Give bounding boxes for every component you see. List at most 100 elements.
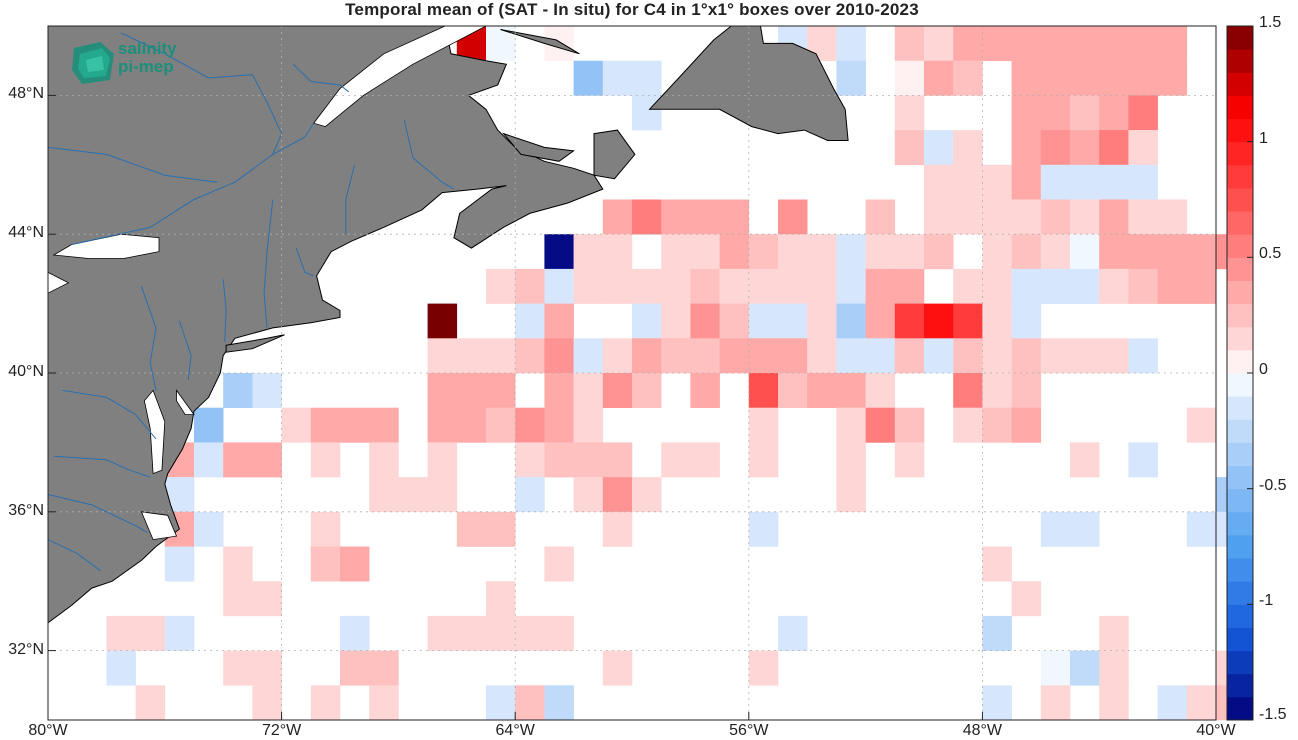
- heatmap-cell: [223, 581, 253, 617]
- heatmap-cell: [661, 338, 691, 374]
- river-line: [292, 63, 350, 93]
- colorbar-segment: [1227, 95, 1253, 120]
- heatmap-cell: [573, 234, 604, 270]
- colorbar-segment: [1227, 604, 1253, 628]
- heatmap-cell: [515, 477, 545, 513]
- heatmap-cell: [369, 685, 399, 721]
- heatmap-cell: [1186, 407, 1217, 443]
- heatmap-cell: [486, 407, 516, 443]
- heatmap-cell: [456, 615, 487, 651]
- heatmap-cell: [1128, 26, 1158, 61]
- heatmap-cell: [748, 338, 779, 374]
- river-line: [53, 455, 151, 478]
- heatmap-cell: [1099, 199, 1129, 235]
- x-tick-label: 64°W: [495, 722, 535, 739]
- heatmap-cell: [982, 268, 1012, 304]
- river-line: [62, 389, 157, 440]
- heatmap-cell: [1040, 268, 1071, 304]
- heatmap-cell: [836, 338, 866, 374]
- colorbar-segment: [1227, 558, 1253, 582]
- heatmap-cell: [310, 442, 341, 478]
- colorbar-segment: [1227, 234, 1253, 258]
- heatmap-cell: [690, 442, 720, 478]
- colorbar-segment: [1227, 488, 1253, 513]
- heatmap-cell: [1040, 130, 1071, 166]
- heatmap-cell: [252, 581, 282, 617]
- heatmap-cell: [807, 303, 837, 339]
- heatmap-cell: [1070, 338, 1100, 374]
- y-tick-label: 36°N: [8, 501, 44, 519]
- land-mass: [47, 25, 849, 624]
- heatmap-cell: [602, 477, 633, 513]
- colorbar-segment: [1227, 72, 1253, 96]
- heatmap-cell: [836, 477, 866, 513]
- pamlico-sound: [140, 511, 178, 541]
- heatmap-cell: [369, 650, 399, 686]
- heatmap-cell: [748, 234, 779, 270]
- heatmap-cell: [778, 234, 808, 270]
- colorbar-tick-label: -1.5: [1259, 706, 1287, 723]
- heatmap-cell: [486, 615, 516, 651]
- heatmap-cell: [1070, 268, 1100, 304]
- river-line: [140, 286, 157, 391]
- heatmap-cell: [1157, 268, 1188, 304]
- heatmap-cell: [982, 303, 1012, 339]
- heatmap-cell: [340, 407, 370, 443]
- colorbar-segment: [1227, 465, 1253, 490]
- heatmap-cell: [515, 685, 545, 721]
- heatmap-cell: [194, 511, 224, 547]
- heatmap-cell: [1070, 199, 1100, 235]
- heatmap-cell: [748, 407, 779, 443]
- heatmap-cell: [1186, 234, 1217, 270]
- colorbar-tick-label: -0.5: [1259, 476, 1287, 494]
- heatmap-cell: [194, 407, 224, 443]
- heatmap-cell: [982, 407, 1012, 443]
- river-line: [403, 119, 455, 190]
- heatmap-cell: [281, 407, 312, 443]
- heatmap-cell: [602, 373, 633, 408]
- heatmap-cell: [1099, 164, 1129, 200]
- heatmap-cell: [1070, 511, 1100, 547]
- colorbar-segment: [1227, 141, 1253, 166]
- heatmap-cell: [515, 338, 545, 374]
- colorbar-segment: [1227, 696, 1253, 721]
- heatmap-cell: [807, 268, 837, 304]
- heatmap-cell: [1128, 60, 1158, 96]
- heatmap-cell: [982, 685, 1012, 721]
- heatmap-cell: [544, 234, 574, 270]
- heatmap-cell: [690, 338, 720, 374]
- heatmap-cell: [690, 268, 720, 304]
- heatmap-cell: [602, 650, 633, 686]
- heatmap-cell: [661, 234, 691, 270]
- heatmap-cell: [515, 268, 545, 304]
- heatmap-cell: [1099, 650, 1129, 686]
- heatmap-cell: [778, 268, 808, 304]
- heatmap-cell: [486, 581, 516, 617]
- heatmap-cell: [924, 234, 954, 270]
- heatmap-cell: [164, 615, 195, 651]
- colorbar-tick-label: 1: [1259, 129, 1268, 147]
- heatmap-cell: [544, 373, 574, 408]
- heatmap-cell: [1128, 234, 1158, 270]
- heatmap-cell: [1157, 685, 1188, 721]
- heatmap-cell: [632, 477, 662, 513]
- heatmap-cell: [573, 442, 604, 478]
- salinity-pimep-logo: salinity pi-mep: [70, 38, 210, 86]
- heatmap-cell: [602, 60, 633, 96]
- heatmap-cell: [778, 615, 808, 651]
- heatmap-cell: [427, 303, 458, 339]
- heatmap-cell: [515, 615, 545, 651]
- heatmap-cell: [894, 338, 925, 374]
- heatmap-cell: [1040, 164, 1071, 200]
- heatmap-cell: [719, 268, 750, 304]
- heatmap-cell: [748, 303, 779, 339]
- colorbar-tick-label: 0.5: [1259, 245, 1282, 263]
- colorbar-segment: [1227, 511, 1253, 536]
- heatmap-cell: [661, 199, 691, 235]
- heatmap-cell: [1070, 650, 1100, 686]
- heatmap-cell: [544, 546, 574, 582]
- heatmap-cell: [602, 338, 633, 374]
- heatmap-cell: [982, 546, 1012, 582]
- heatmap-cell: [894, 268, 925, 304]
